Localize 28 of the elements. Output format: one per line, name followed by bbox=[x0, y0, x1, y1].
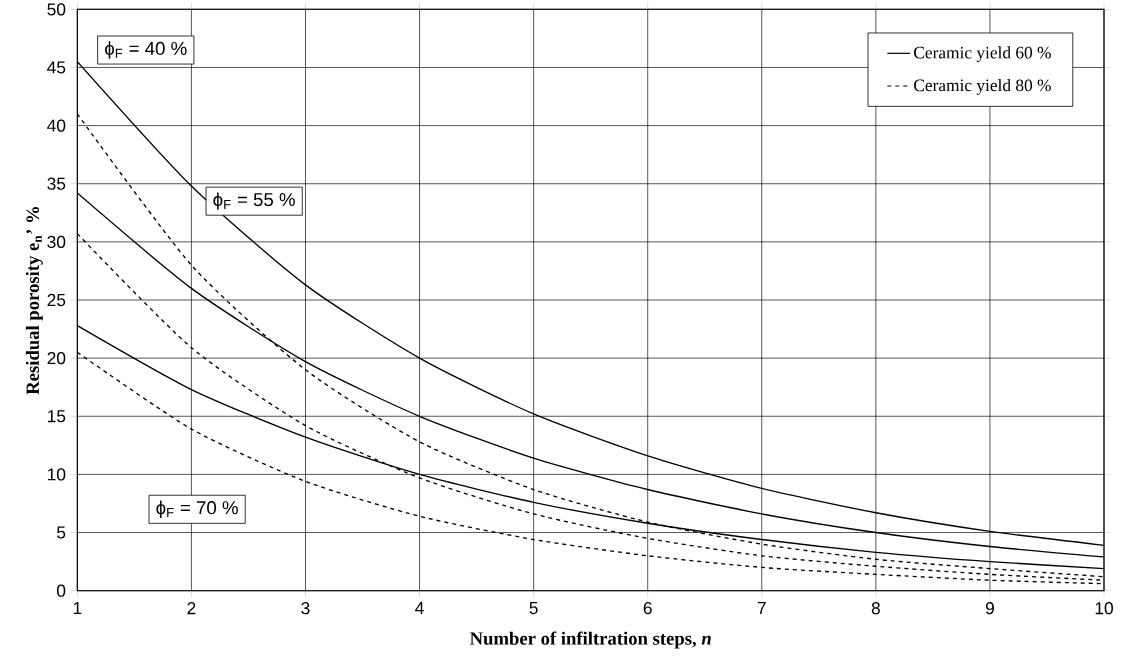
y-tick-label: 50 bbox=[47, 3, 66, 16]
y-tick-label: 20 bbox=[47, 351, 66, 365]
x-tick-label: 8 bbox=[871, 602, 880, 615]
y-tick-label: 10 bbox=[48, 468, 66, 481]
x-axis-title: Number of infiltration steps, n bbox=[469, 631, 711, 649]
x-tick-label: 2 bbox=[187, 602, 196, 615]
y-tick-label: 35 bbox=[47, 177, 66, 190]
x-tick-label: 6 bbox=[643, 602, 652, 615]
x-tick-label: 10 bbox=[1095, 602, 1113, 615]
y-tick-label: 40 bbox=[47, 119, 66, 132]
x-tick-label: 7 bbox=[757, 602, 766, 614]
x-tick-label: 5 bbox=[529, 602, 538, 615]
y-tick-label: 15 bbox=[48, 410, 66, 423]
y-axis-title: Residual porosity e$_{n}$’ % bbox=[25, 206, 43, 395]
annotation: ϕ$_{F}$ = 70 % bbox=[156, 500, 238, 518]
y-tick-label: 45 bbox=[47, 61, 66, 74]
x-tick-label: 1 bbox=[73, 602, 82, 614]
x-tick-label: 3 bbox=[301, 602, 310, 615]
legend-label: Ceramic yield 60 % bbox=[914, 46, 1051, 63]
annotation: ϕ$_{F}$ = 55 % bbox=[213, 192, 295, 210]
x-tick-label: 4 bbox=[415, 602, 424, 614]
y-tick-label: 30 bbox=[47, 235, 66, 248]
y-tick-label: 0 bbox=[56, 584, 66, 597]
y-tick-label: 25 bbox=[47, 293, 66, 307]
annotation: ϕ$_{F}$ = 40 % bbox=[105, 41, 187, 59]
y-tick-label: 5 bbox=[57, 526, 66, 539]
x-tick-label: 9 bbox=[985, 602, 994, 615]
legend-label: Ceramic yield 80 % bbox=[914, 79, 1051, 95]
